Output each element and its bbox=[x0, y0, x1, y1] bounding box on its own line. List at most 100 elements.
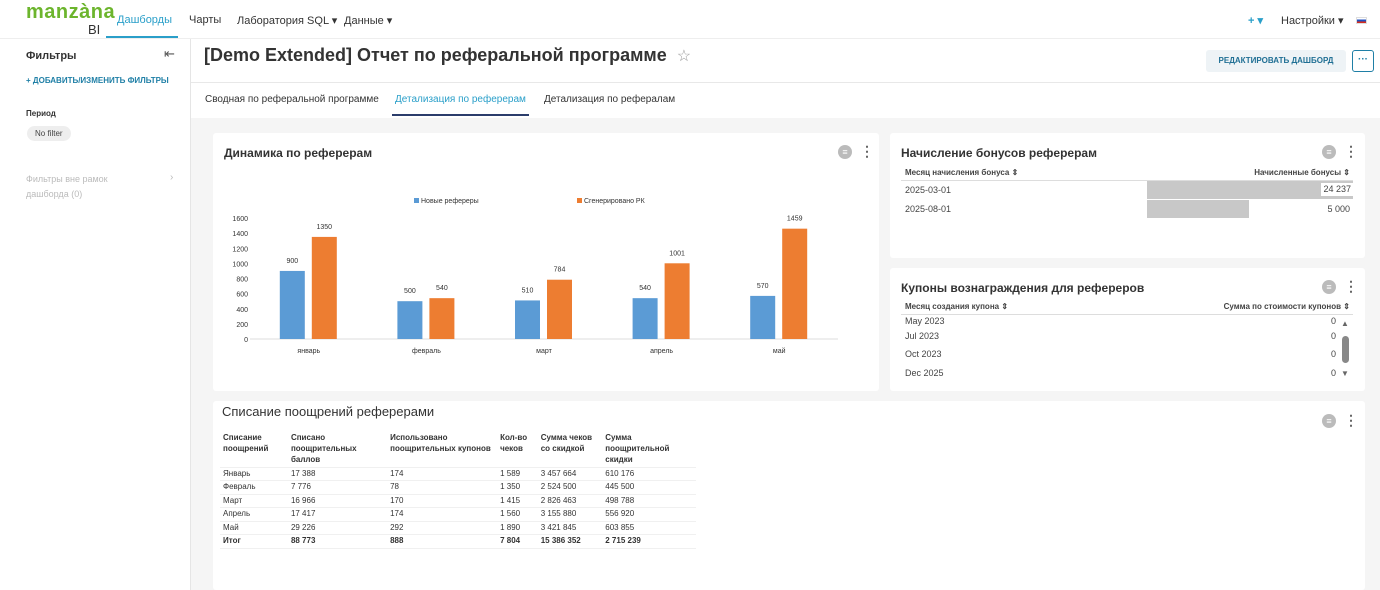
y-tick-label: 400 bbox=[236, 307, 248, 314]
tab-referrals[interactable]: Детализация по рефералам bbox=[544, 94, 676, 105]
table-cell: 1 589 bbox=[497, 467, 538, 481]
table-cell: Январь bbox=[220, 467, 288, 481]
top-nav: manzàna BI Дашборды Чарты Лаборатория SQ… bbox=[0, 0, 1380, 39]
x-tick-label: апрель bbox=[650, 348, 673, 355]
bar-chart: 0 200 400 600 800 1000 1200 1400 1600 январь 900 13… bbox=[232, 198, 838, 355]
settings-menu[interactable]: Настройки ▾ bbox=[1281, 15, 1344, 27]
chart-card: Динамика по рефeрерам ≡ ⋮ 0 200 400 600 800 1… bbox=[213, 133, 879, 391]
column-header: Использовано поощрительных купонов bbox=[387, 431, 498, 468]
legend-swatch bbox=[577, 198, 582, 203]
nav-dashboards[interactable]: Дашборды bbox=[117, 14, 172, 26]
kebab-menu-icon[interactable]: ⋮ bbox=[860, 143, 874, 159]
filter-icon[interactable]: ≡ bbox=[1322, 280, 1336, 294]
column-header: Списание поощрений bbox=[220, 431, 288, 468]
scroll-down-icon[interactable]: ▼ bbox=[1341, 369, 1349, 378]
period-filter-chip[interactable]: No filter bbox=[27, 126, 71, 141]
table-cell: 170 bbox=[387, 494, 498, 508]
filter-icon[interactable]: ≡ bbox=[1322, 145, 1336, 159]
table-cell: 1 350 bbox=[497, 480, 538, 495]
table-total-row: Итог 88 773 888 7 804 15 386 352 2 715 239 bbox=[220, 534, 696, 549]
coupons-title: Купоны вознаграждения для рефeреров bbox=[901, 281, 1145, 295]
table-cell: 610 176 bbox=[602, 467, 696, 481]
y-tick-label: 1000 bbox=[232, 261, 248, 268]
cell-month: May 2023 bbox=[905, 316, 945, 326]
column-header-month[interactable]: Месяц создания купона ⇕ bbox=[905, 302, 1009, 311]
writeoff-table: Списание поощрений Списано поощрительных… bbox=[220, 431, 696, 549]
nav-charts[interactable]: Чарты bbox=[189, 14, 222, 26]
page-title: [Demo Extended] Отчет по реферальной про… bbox=[204, 45, 667, 65]
scrollbar-thumb[interactable] bbox=[1342, 336, 1349, 363]
table-row: Февраль 7 776 78 1 350 2 524 500 445 500 bbox=[220, 480, 696, 495]
scroll-up-icon[interactable]: ▲ bbox=[1341, 319, 1349, 328]
x-tick-label: май bbox=[773, 347, 786, 355]
table-cell: 88 773 bbox=[287, 534, 388, 549]
data-label: 784 bbox=[554, 267, 566, 274]
nav-data[interactable]: Данные ▾ bbox=[344, 15, 393, 27]
column-header-bonuses[interactable]: Начисленные бонусы ⇕ bbox=[1254, 168, 1350, 177]
table-cell: 174 bbox=[387, 507, 498, 522]
column-header-label: Начисленные бонусы bbox=[1254, 168, 1342, 177]
filters-sidebar: Фильтры ⇤ + ДОБАВИТЬ/ИЗМЕНИТЬ ФИЛЬТРЫ Пе… bbox=[0, 39, 191, 590]
column-header-label: Сумма по стоимости купонов bbox=[1223, 302, 1342, 311]
cell-month: Jul 2023 bbox=[905, 331, 940, 341]
table-cell: 3 155 880 bbox=[537, 507, 603, 522]
column-header: Сумма поощрительной скидки bbox=[602, 431, 696, 468]
cell-value: 5 000 bbox=[1327, 204, 1350, 214]
table-cell: 603 855 bbox=[602, 521, 696, 535]
more-options-button[interactable]: ··· bbox=[1352, 50, 1374, 72]
outside-filters-link[interactable]: Фильтры вне рамок дашборда (0) bbox=[26, 174, 108, 199]
value-bar bbox=[1147, 200, 1249, 218]
table-cell: 2 524 500 bbox=[537, 480, 603, 495]
bonus-title: Начисление бонусов рефeрерам bbox=[901, 146, 1097, 160]
table-cell: Март bbox=[220, 494, 288, 508]
filter-icon[interactable]: ≡ bbox=[1322, 414, 1336, 428]
nav-sql-lab[interactable]: Лаборатория SQL ▾ bbox=[237, 15, 338, 27]
table-cell: 174 bbox=[387, 467, 498, 481]
table-cell: 498 788 bbox=[602, 494, 696, 508]
plus-menu-button[interactable]: + ▾ bbox=[1248, 15, 1264, 27]
table-cell: 7 776 bbox=[287, 480, 388, 495]
data-label: 1001 bbox=[669, 250, 685, 257]
data-label: 500 bbox=[404, 288, 416, 295]
cell-month: 2025-08-01 bbox=[905, 204, 952, 214]
table-cell: 78 bbox=[387, 480, 498, 495]
bar-new-referrers bbox=[397, 301, 423, 339]
data-label: 540 bbox=[436, 285, 448, 292]
column-header-month[interactable]: Месяц начисления бонуса ⇕ bbox=[905, 168, 1019, 177]
x-tick-label: февраль bbox=[412, 348, 441, 355]
kebab-menu-icon[interactable]: ⋮ bbox=[1344, 412, 1358, 428]
table-cell: 2 715 239 bbox=[602, 534, 696, 549]
divider bbox=[191, 82, 1380, 83]
data-label: 510 bbox=[522, 287, 534, 294]
kebab-menu-icon[interactable]: ⋮ bbox=[1344, 143, 1358, 159]
cell-value: 0 bbox=[1330, 368, 1336, 378]
table-cell: 7 804 bbox=[497, 534, 538, 549]
column-header-sum[interactable]: Сумма по стоимости купонов ⇕ bbox=[1223, 302, 1350, 311]
table-row: Май 29 226 292 1 890 3 421 845 603 855 bbox=[220, 521, 696, 535]
edit-dashboard-button[interactable]: РЕДАКТИРОВАТЬ ДАШБОРД bbox=[1206, 50, 1346, 72]
language-flag-icon[interactable] bbox=[1356, 17, 1367, 24]
table-cell: 1 560 bbox=[497, 507, 538, 522]
y-tick-label: 1600 bbox=[232, 216, 248, 223]
cell-value: 24 237 bbox=[1321, 183, 1353, 196]
cell-month: Dec 2025 bbox=[905, 368, 944, 378]
writeoff-card: Списание поощрений рефeрерами ≡ ⋮ Списан… bbox=[213, 401, 1365, 590]
bonus-card: Начисление бонусов рефeрерам ≡ ⋮ Месяц н… bbox=[890, 133, 1365, 258]
data-label: 1350 bbox=[317, 224, 333, 231]
tab-referrers[interactable]: Детализация по рефeрерам bbox=[395, 94, 526, 105]
chart-title: Динамика по рефeрерам bbox=[224, 146, 373, 160]
bar-generated-rk bbox=[547, 279, 572, 339]
add-edit-filters-button[interactable]: + ДОБАВИТЬ/ИЗМЕНИТЬ ФИЛЬТРЫ bbox=[26, 76, 169, 85]
collapse-sidebar-icon[interactable]: ⇤ bbox=[164, 46, 175, 61]
table-cell: 292 bbox=[387, 521, 498, 535]
kebab-menu-icon[interactable]: ⋮ bbox=[1344, 278, 1358, 294]
tab-summary[interactable]: Сводная по реферальной программе bbox=[205, 94, 379, 105]
cell-value: 0 bbox=[1330, 331, 1336, 341]
y-tick-label: 0 bbox=[244, 337, 248, 344]
legend-label: Новые рефереры bbox=[421, 198, 479, 205]
filter-icon[interactable]: ≡ bbox=[838, 145, 852, 159]
favorite-star-icon[interactable]: ☆ bbox=[676, 47, 692, 65]
bar-generated-rk bbox=[429, 298, 455, 339]
logo[interactable]: manzàna bbox=[26, 1, 116, 23]
bar-new-referrers bbox=[515, 300, 540, 339]
